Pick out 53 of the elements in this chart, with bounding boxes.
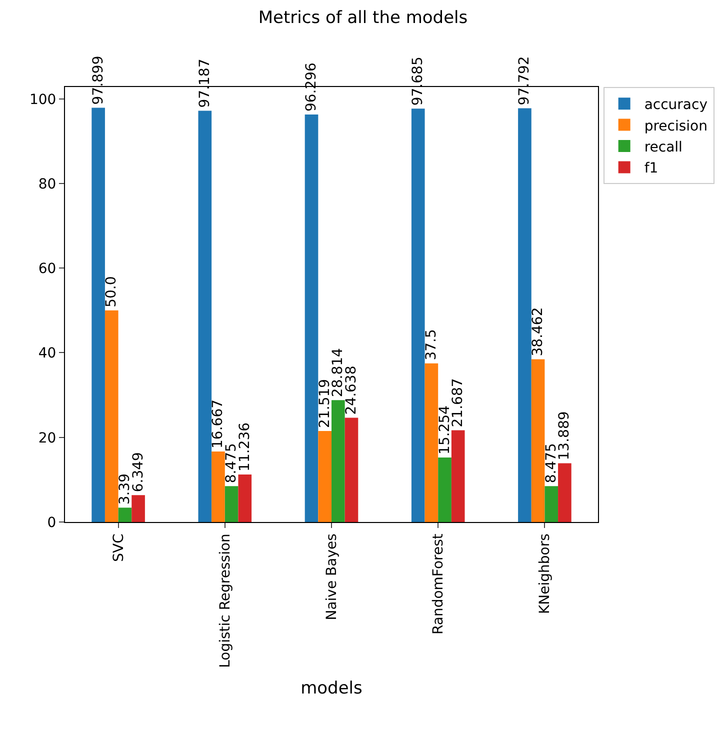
data-label: 6.349 (130, 452, 146, 492)
data-label: 97.792 (516, 56, 533, 106)
y-tick-label: 40 (38, 346, 56, 362)
x-tick-label: SVC (110, 533, 127, 562)
x-tick-label: RandomForest (430, 533, 447, 635)
chart-title: Metrics of all the models (258, 8, 468, 28)
bar (92, 108, 105, 522)
bar (304, 114, 318, 522)
data-label: 21.519 (316, 378, 333, 428)
bar (518, 108, 532, 522)
data-label: 13.889 (556, 411, 573, 460)
bar (344, 418, 358, 522)
legend-label: recall (644, 139, 682, 156)
x-tick-label: Naive Bayes (324, 534, 340, 620)
y-tick-label: 20 (38, 430, 56, 446)
bar (224, 486, 238, 522)
bar (104, 310, 118, 522)
x-axis-title: models (300, 678, 363, 698)
bar (411, 108, 425, 522)
data-label: 50.0 (104, 276, 120, 308)
data-label: 16.667 (210, 399, 226, 448)
bar (544, 486, 558, 522)
data-label: 97.685 (410, 56, 426, 106)
data-label: 38.462 (530, 307, 546, 356)
data-label: 8.475 (543, 443, 560, 484)
bar (451, 430, 465, 522)
data-label: 37.5 (423, 329, 440, 360)
data-label: 3.39 (116, 473, 133, 505)
bar (424, 363, 438, 522)
bar (212, 451, 225, 522)
bar (198, 110, 212, 522)
y-tick-label: 80 (38, 176, 56, 192)
legend-label: accuracy (644, 97, 708, 114)
bar (531, 359, 545, 522)
y-tick-label: 100 (29, 92, 56, 108)
data-label: 97.187 (196, 58, 213, 108)
bar (118, 508, 132, 522)
data-label: 21.687 (450, 378, 466, 428)
x-tick-label: Logistic Regression (217, 534, 234, 668)
legend-label: f1 (644, 160, 658, 177)
bar (558, 463, 572, 522)
bar (238, 474, 252, 522)
data-label: 97.899 (90, 56, 106, 105)
x-tick-label: KNeighbors (537, 534, 554, 614)
legend-label: precision (644, 118, 708, 134)
bar (438, 457, 452, 522)
bar (318, 430, 332, 522)
y-tick-label: 60 (38, 261, 56, 278)
data-label: 96.296 (304, 62, 320, 112)
bar (332, 400, 345, 522)
bar (132, 495, 145, 522)
y-tick-label: 0 (47, 514, 56, 531)
data-label: 15.254 (436, 405, 453, 454)
